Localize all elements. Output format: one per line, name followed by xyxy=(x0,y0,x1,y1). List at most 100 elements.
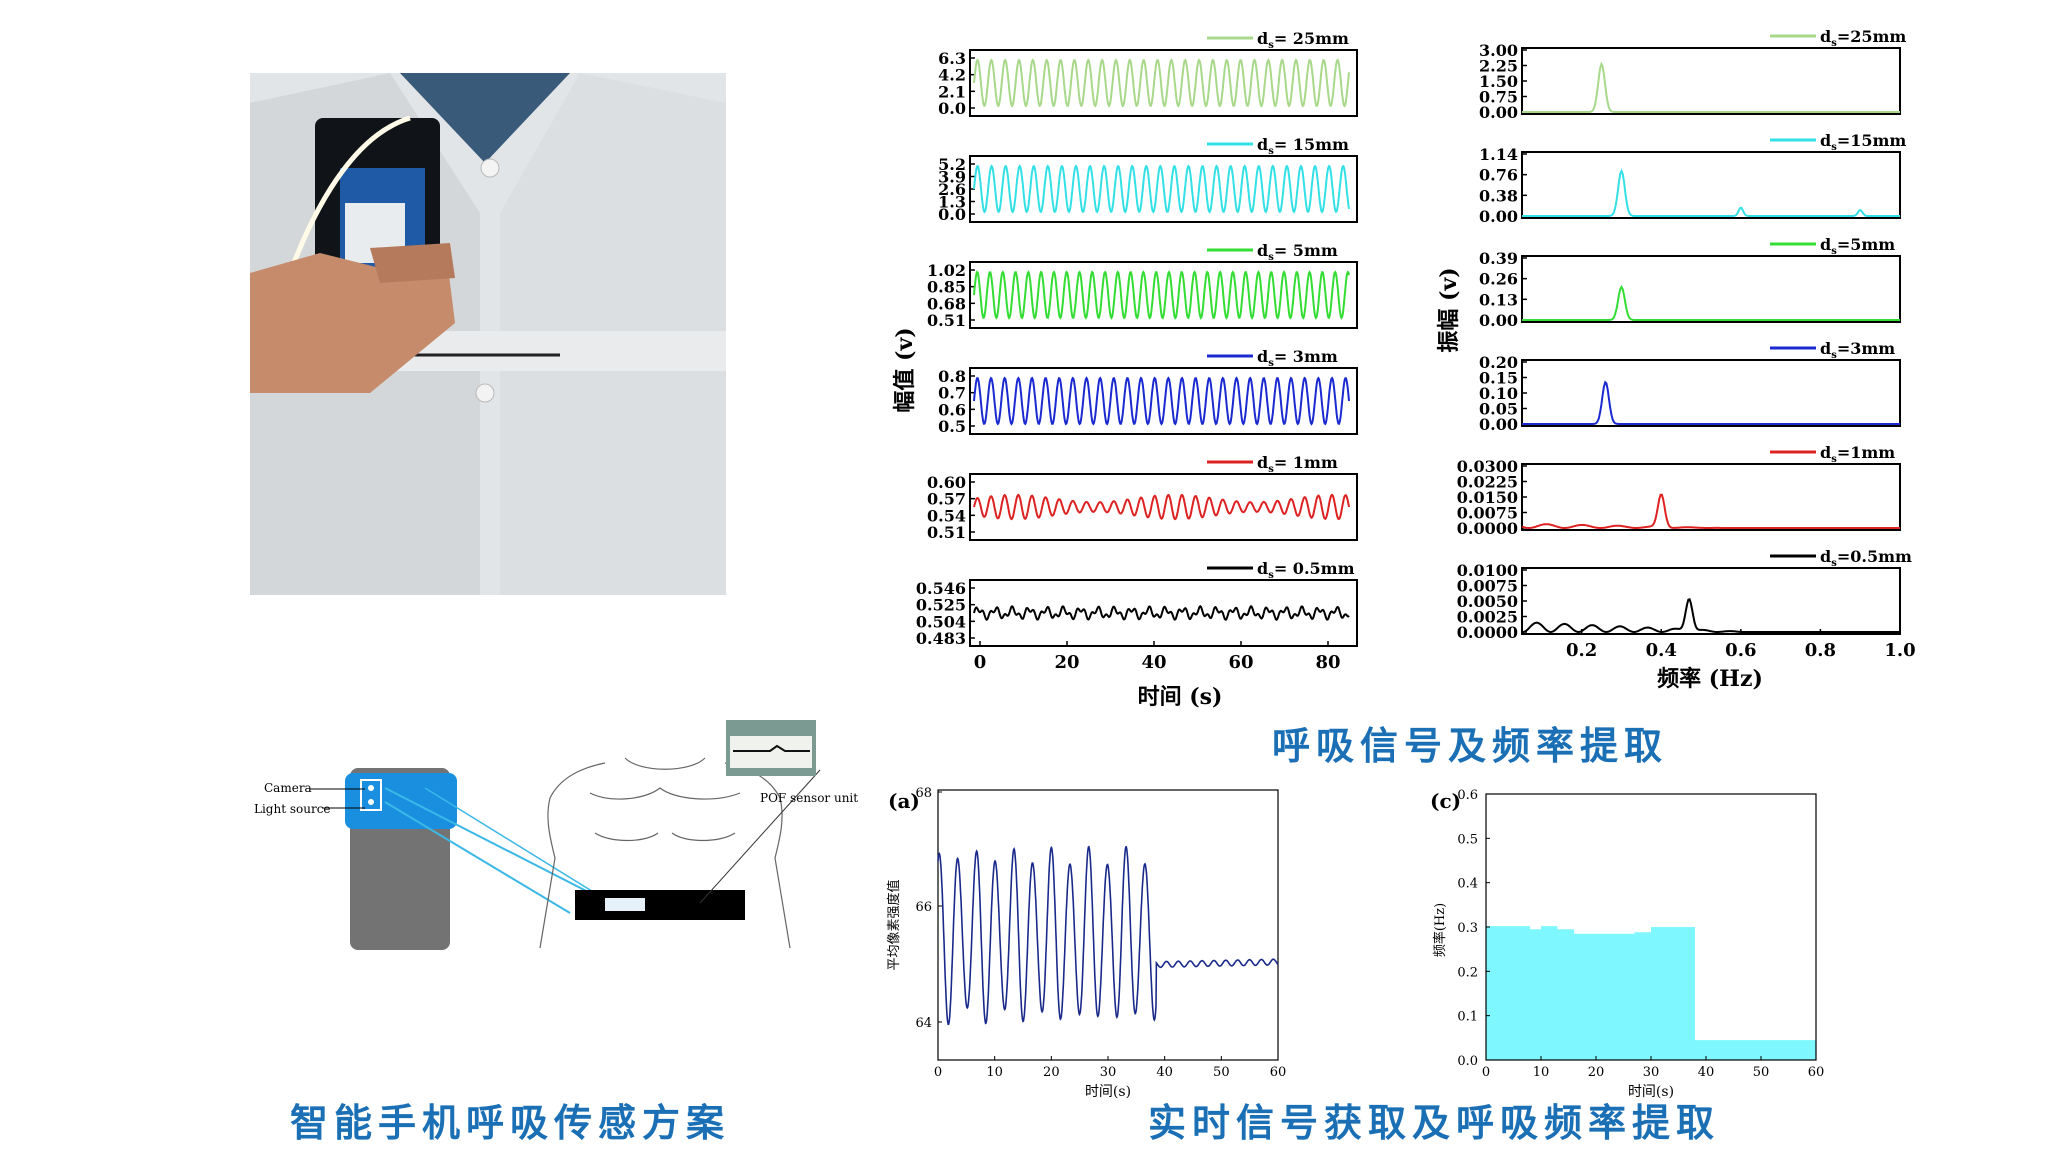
y-tick-label: 0.0075 xyxy=(1457,577,1518,596)
frequency-panel: ds=25mm 3.00 2.25 1.50 0.75 0.00 ds=15mm 1.14 0.… xyxy=(1430,10,1940,710)
signal-line xyxy=(973,605,1350,621)
plot-frame xyxy=(1521,463,1901,531)
y-tick-label: 0.3 xyxy=(1457,921,1478,936)
x-tick-label: 20 xyxy=(1588,1065,1605,1080)
x-tick-label: 0.2 xyxy=(1566,640,1597,661)
y-tick-label: 0.0300 xyxy=(1457,457,1518,476)
plot-frame xyxy=(1521,255,1901,323)
photo-illustration xyxy=(250,73,726,595)
y-tick-label: 0.57 xyxy=(927,490,966,509)
y-tick-label: 4.2 xyxy=(938,66,966,85)
y-tick-label: 0.0100 xyxy=(1457,561,1518,580)
plot-frame xyxy=(1521,47,1901,115)
x-tick-label: 10 xyxy=(1533,1065,1550,1080)
time-domain-panel: ds= 25mm 6.3 4.2 2.1 0.0 ds= 15mm 5.2 3.9 2.6 1.3… xyxy=(880,10,1400,735)
y-tick-label: 0.05 xyxy=(1479,400,1518,419)
x-tick-label: 0 xyxy=(1482,1065,1490,1080)
y-tick-label: 0.483 xyxy=(916,629,966,648)
chart-c-panel: (c) 0.6 0.5 0.4 0.3 0.2 0.1 0.0 0 10 20 30 40 50 60 时间(… xyxy=(1420,780,1840,1100)
x-tick-label: 0.4 xyxy=(1646,640,1677,661)
y-tick-label: 2.25 xyxy=(1479,57,1518,76)
y-tick-label: 0.85 xyxy=(927,278,966,297)
y-tick-label: 0.0075 xyxy=(1457,504,1518,523)
x-tick-label: 40 xyxy=(1141,652,1166,673)
y-tick-label: 0.15 xyxy=(1479,369,1518,388)
y-axis-label: 振幅 (v) xyxy=(1436,267,1462,352)
y-tick-label: 0.38 xyxy=(1479,186,1518,205)
pof-sensor-band xyxy=(575,890,745,920)
legend-text: ds= 3mm xyxy=(1257,347,1338,369)
plot-frame xyxy=(969,49,1358,117)
y-tick-label: 0.5 xyxy=(938,417,966,436)
y-tick-label: 0.8 xyxy=(938,367,966,386)
y-tick-label: 0.10 xyxy=(1479,384,1518,403)
x-tick-label: 60 xyxy=(1228,652,1253,673)
y-tick-label: 0.6 xyxy=(1457,788,1478,803)
y-tick-label: 0.54 xyxy=(927,506,966,525)
y-tick-label: 0.68 xyxy=(927,294,966,313)
signal-line xyxy=(973,493,1350,521)
y-tick-label: 0.0000 xyxy=(1457,519,1518,538)
plot-frame xyxy=(1521,359,1901,427)
y-tick-label: 1.14 xyxy=(1479,145,1518,164)
spectrum-line xyxy=(1521,597,1900,634)
y-tick-label: 0.60 xyxy=(927,473,966,492)
y-tick-label: 0.20 xyxy=(1479,353,1518,372)
y-tick-label: 1.3 xyxy=(938,193,966,212)
scheme-diagram: Camera Light source POF sensor unit xyxy=(250,718,870,958)
y-tick-label: 0.5 xyxy=(1457,832,1478,847)
spectrum-line xyxy=(1522,284,1900,321)
y-tick-label: 5.2 xyxy=(938,155,966,174)
y-tick-label: 3.00 xyxy=(1479,41,1518,60)
chart-a-panel: (a) 68 66 64 0 10 20 30 40 50 60 时间(s) 平均像素强度值 xyxy=(880,780,1310,1100)
y-tick-label: 3.9 xyxy=(938,168,966,187)
x-axis-label: 频率 (Hz) xyxy=(1657,666,1763,692)
x-tick-label: 0.8 xyxy=(1805,640,1836,661)
subject-photo xyxy=(250,73,726,595)
x-tick-label: 40 xyxy=(1698,1065,1715,1080)
chart-tag: (a) xyxy=(888,789,920,813)
x-tick-label: 80 xyxy=(1315,652,1340,673)
plot-frame xyxy=(1521,567,1901,635)
y-tick-label: 0.1 xyxy=(1457,1010,1478,1025)
y-tick-label: 0.6 xyxy=(938,400,966,419)
spectrum-line xyxy=(1521,493,1900,529)
x-tick-label: 40 xyxy=(1156,1065,1173,1080)
spectrum-line xyxy=(1522,61,1900,113)
pof-sensor-label: POF sensor unit xyxy=(760,791,858,805)
y-tick-label: 0.00 xyxy=(1479,311,1518,330)
legend-text: ds=25mm xyxy=(1820,27,1906,49)
x-axis-label: 时间 (s) xyxy=(1138,684,1223,710)
caption-realtime: 实时信号获取及呼吸频率提取 xyxy=(1148,1101,1721,1145)
x-tick-label: 30 xyxy=(1100,1065,1117,1080)
light-source-label: Light source xyxy=(254,802,331,816)
y-tick-label: 0.76 xyxy=(1479,166,1518,185)
legend-text: ds= 25mm xyxy=(1257,29,1349,51)
chart-a: (a)68 66 64 0 10 20 30 40 50 60 时间(s) 平均像素强度值 xyxy=(886,786,1286,1100)
y-tick-label: 0.0000 xyxy=(1457,623,1518,642)
legend-text: ds=0.5mm xyxy=(1820,547,1912,569)
x-tick-label: 30 xyxy=(1643,1065,1660,1080)
x-axis-label: 时间(s) xyxy=(1628,1084,1674,1100)
y-tick-label: 0.4 xyxy=(1457,877,1478,892)
x-tick-label: 0.6 xyxy=(1725,640,1756,661)
frequency-chart: ds=25mm3.002.251.500.750.00ds=15mm1.140.… xyxy=(1436,27,1916,692)
legend-text: ds=3mm xyxy=(1820,339,1895,361)
x-tick-label: 50 xyxy=(1213,1065,1230,1080)
x-tick-label: 20 xyxy=(1054,652,1079,673)
y-tick-label: 0.0150 xyxy=(1457,488,1518,507)
signal-line xyxy=(973,376,1350,426)
y-tick-label: 0.0050 xyxy=(1457,592,1518,611)
y-tick-label: 0.0025 xyxy=(1457,608,1518,627)
legend-text: ds= 15mm xyxy=(1257,135,1349,157)
y-tick-label: 0.525 xyxy=(916,596,966,615)
x-tick-label: 1.0 xyxy=(1884,640,1915,661)
plot-frame xyxy=(969,579,1358,647)
camera-icon xyxy=(368,785,374,791)
y-tick-label: 0.546 xyxy=(916,579,966,598)
signal-line xyxy=(937,845,1279,1026)
y-tick-label: 2.6 xyxy=(938,180,966,199)
x-tick-label: 50 xyxy=(1753,1065,1770,1080)
chart-c: (c)0.6 0.5 0.4 0.3 0.2 0.1 0.0 0 10 20 30 40 50 60 时间(… xyxy=(1430,788,1824,1100)
